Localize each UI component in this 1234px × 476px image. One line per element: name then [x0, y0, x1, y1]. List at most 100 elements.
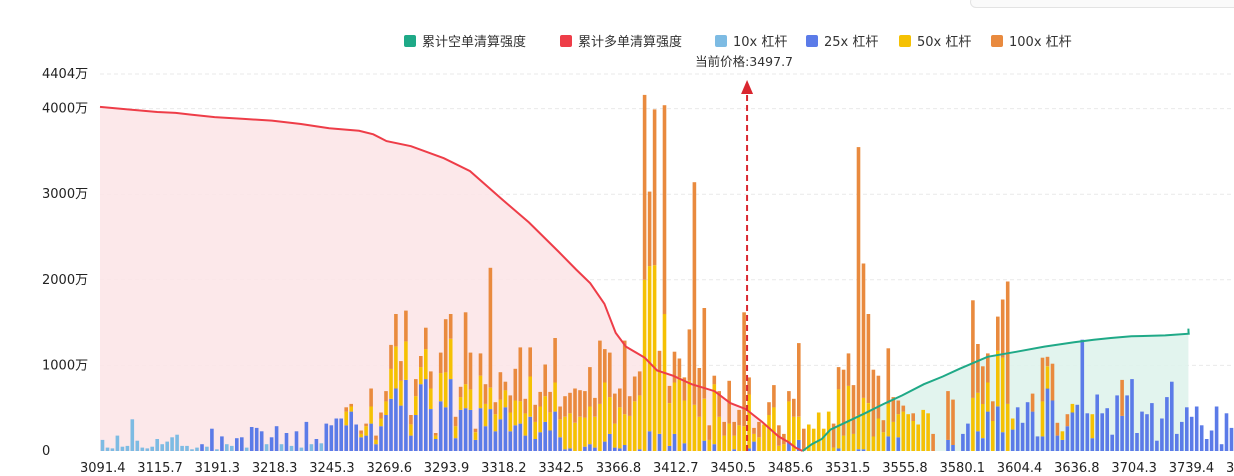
liquidation-bar — [518, 347, 523, 402]
liquidation-bar — [593, 447, 597, 451]
liquidation-bar — [1145, 414, 1149, 451]
liquidation-bar — [1040, 401, 1045, 437]
liquidation-bar — [399, 380, 403, 406]
liquidation-bar — [195, 447, 199, 451]
x-tick-label: 3115.7 — [137, 461, 183, 476]
liquidation-bar — [692, 182, 697, 405]
liquidation-bar — [946, 439, 950, 451]
liquidation-bar — [458, 409, 463, 451]
liquidation-bar — [622, 340, 627, 415]
liquidation-bar — [588, 367, 592, 407]
liquidation-bar — [374, 435, 378, 440]
liquidation-bar — [911, 413, 915, 421]
liquidation-bar — [399, 361, 403, 381]
liquidation-bar — [946, 391, 950, 440]
liquidation-bar — [473, 428, 478, 433]
liquidation-bar — [493, 431, 498, 451]
liquidation-bar — [443, 319, 448, 373]
liquidation-bar — [737, 409, 741, 426]
liquidation-bar — [991, 401, 995, 421]
liquidation-bar — [498, 419, 503, 451]
liquidation-bar — [254, 427, 259, 451]
liquidation-bar — [463, 384, 468, 409]
legend-item: 25x 杠杆 — [806, 34, 878, 50]
liquidation-bar — [622, 445, 627, 451]
liquidation-bar — [419, 367, 423, 385]
liquidation-bar — [249, 427, 254, 451]
liquidation-bar — [498, 399, 503, 420]
liquidation-bar — [210, 428, 214, 451]
legend-item: 10x 杠杆 — [715, 34, 787, 50]
liquidation-bar — [637, 449, 642, 451]
legend-item: 100x 杠杆 — [991, 34, 1072, 50]
liquidation-bar — [707, 439, 712, 451]
x-tick-label: 3485.6 — [768, 461, 814, 476]
x-tick-label: 3739.4 — [1169, 461, 1215, 476]
liquidation-bar — [861, 263, 866, 398]
liquidation-bar — [513, 425, 518, 451]
liquidation-bar — [384, 415, 388, 451]
liquidation-bar — [453, 416, 458, 427]
liquidation-bar — [1194, 406, 1199, 451]
liquidation-bar — [687, 380, 692, 451]
liquidation-bar — [608, 433, 612, 451]
liquidation-bar — [931, 433, 935, 451]
liquidation-bar — [299, 447, 304, 451]
liquidation-bar — [951, 445, 955, 451]
legend-swatch — [560, 35, 572, 47]
liquidation-bar — [180, 445, 184, 451]
liquidation-bar — [463, 312, 468, 385]
liquidation-bar — [105, 447, 110, 451]
liquidation-bar — [563, 416, 567, 450]
liquidation-bar — [364, 435, 368, 451]
liquidation-bar — [1090, 414, 1095, 439]
liquidation-bar — [712, 444, 717, 451]
liquidation-bar — [473, 439, 478, 451]
liquidation-bar — [488, 409, 493, 451]
liquidation-bar — [384, 401, 388, 415]
liquidation-bar — [632, 401, 637, 451]
liquidation-bar — [797, 343, 801, 417]
liquidation-bar — [717, 391, 721, 417]
liquidation-bar — [866, 403, 871, 451]
liquidation-bar — [1055, 435, 1060, 451]
y-tick-label: 4404万 — [42, 67, 88, 82]
legend-item: 累计空单清算强度 — [404, 34, 526, 50]
liquidation-bar — [1085, 413, 1090, 451]
liquidation-bar — [727, 423, 731, 451]
liquidation-bar — [1025, 402, 1030, 451]
liquidation-bar — [767, 415, 771, 451]
liquidation-bar — [483, 403, 488, 427]
x-tick-label: 3218.3 — [252, 461, 298, 476]
liquidation-bar — [294, 431, 299, 451]
liquidation-bar — [732, 449, 736, 451]
liquidation-bar — [807, 424, 811, 451]
liquidation-bar — [518, 423, 523, 451]
y-tick-label: 2000万 — [42, 273, 88, 288]
liquidation-bar — [488, 387, 493, 410]
liquidation-bar — [1005, 281, 1010, 404]
liquidation-bar — [359, 433, 363, 438]
liquidation-bar — [533, 439, 537, 451]
liquidation-bar — [175, 434, 179, 451]
liquidation-bar — [404, 310, 408, 342]
liquidation-bar — [1070, 412, 1075, 451]
x-tick-label: 3555.8 — [882, 461, 928, 476]
liquidation-bar — [747, 377, 751, 395]
liquidation-bar — [414, 396, 418, 415]
liquidation-bar — [752, 427, 756, 434]
liquidation-bar — [419, 356, 423, 368]
liquidation-bar — [856, 147, 861, 415]
liquidation-bar — [1020, 422, 1025, 451]
liquidation-bar — [329, 425, 334, 451]
liquidation-bar — [205, 446, 209, 451]
liquidation-bar — [697, 416, 702, 451]
liquidation-bar — [215, 449, 219, 451]
liquidation-bar — [717, 416, 721, 451]
liquidation-bar — [1214, 406, 1219, 451]
liquidation-bar — [394, 388, 398, 451]
liquidation-bar — [787, 441, 791, 451]
liquidation-bar — [836, 367, 841, 390]
liquidation-bar — [389, 398, 393, 451]
liquidation-bar — [264, 444, 269, 451]
